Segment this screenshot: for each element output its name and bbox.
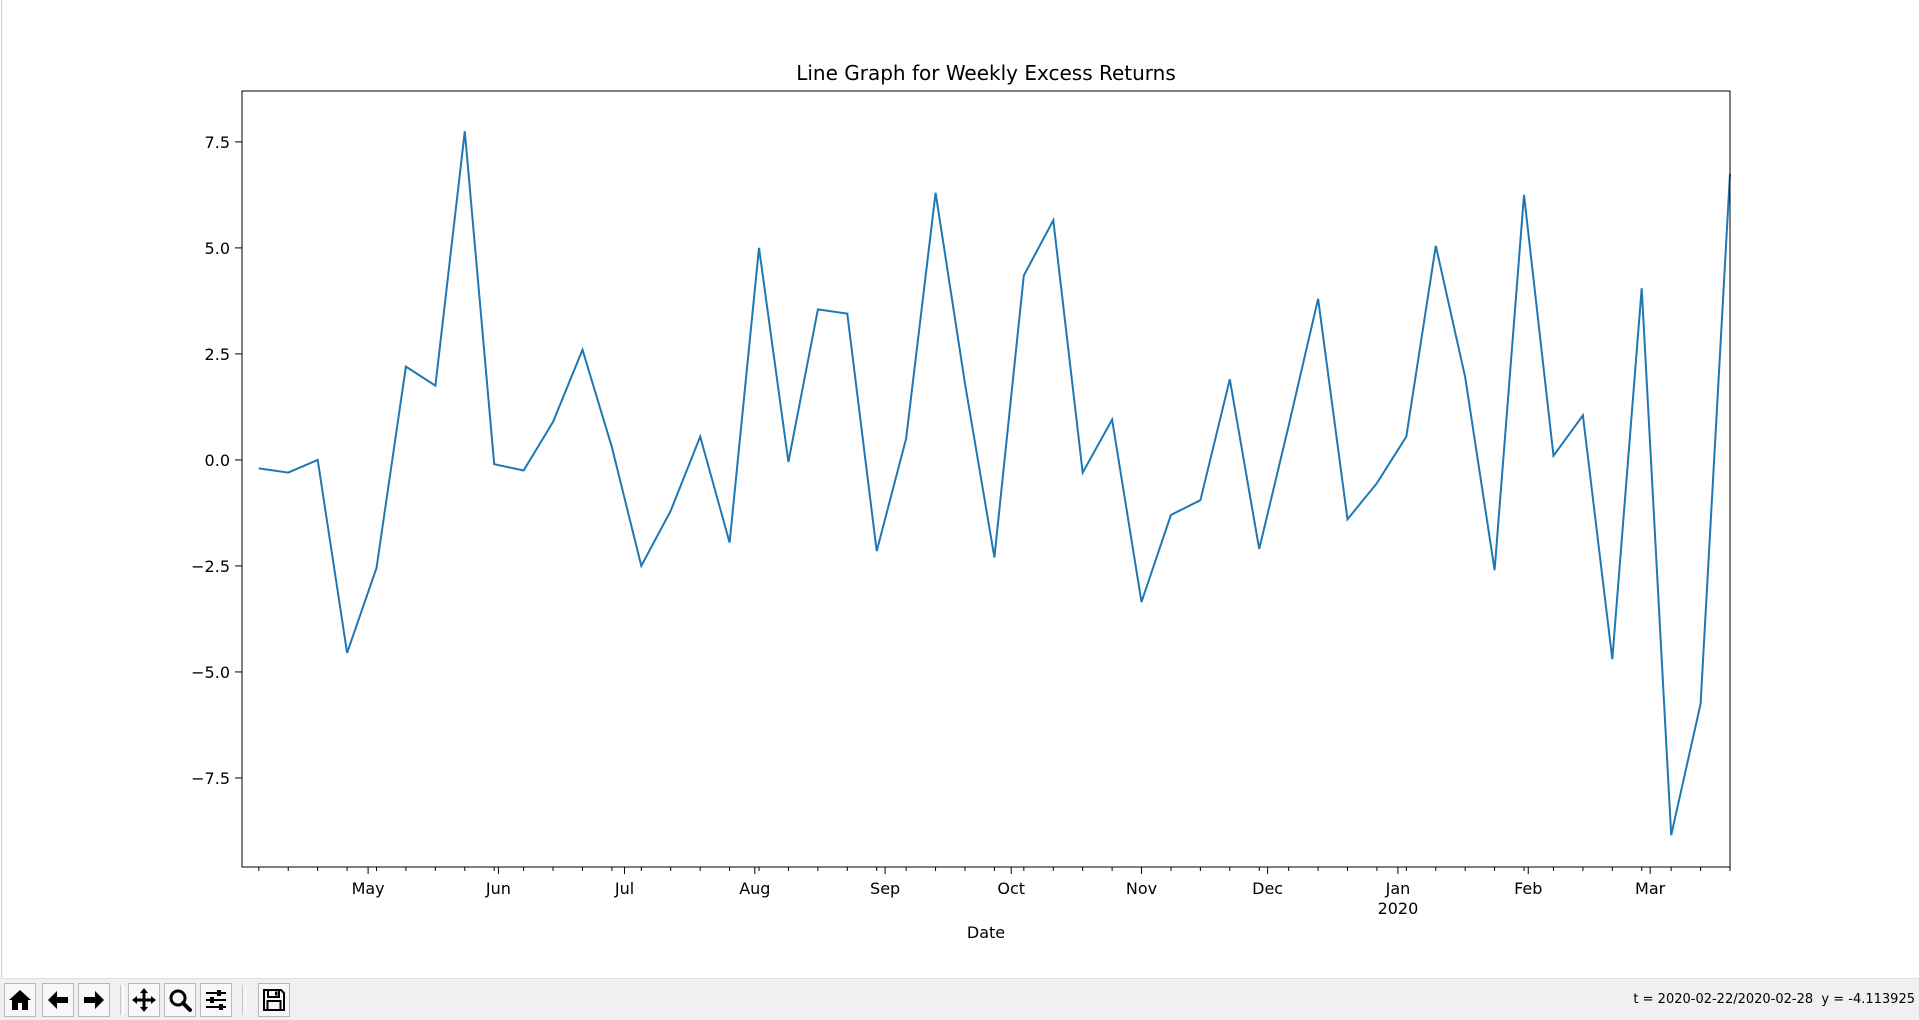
- figure-canvas[interactable]: Line Graph for Weekly Excess Returns −7.5…: [1, 0, 1919, 978]
- data-point: [698, 434, 703, 439]
- forward-button[interactable]: [78, 983, 110, 1017]
- y-tick-label: −2.5: [191, 557, 230, 576]
- data-point: [786, 460, 791, 465]
- y-tick-label: 5.0: [205, 239, 230, 258]
- home-icon: [9, 990, 31, 1010]
- data-point: [1139, 599, 1144, 604]
- x-tick-label: Nov: [1126, 879, 1157, 898]
- save-button[interactable]: [258, 983, 290, 1017]
- chart-svg[interactable]: Line Graph for Weekly Excess Returns −7.5…: [2, 0, 1919, 978]
- data-point: [1168, 513, 1173, 518]
- configure-subplots-button[interactable]: [200, 983, 232, 1017]
- x-tick-label: Feb: [1514, 879, 1542, 898]
- y-tick-label: −7.5: [191, 769, 230, 788]
- data-point: [1110, 417, 1115, 422]
- x-tick-label: Jun: [485, 879, 511, 898]
- x-tick-label: May: [352, 879, 385, 898]
- data-point: [992, 555, 997, 560]
- x-tick-label: Sep: [870, 879, 900, 898]
- floppy-disk-icon: [263, 989, 285, 1011]
- toolbar-separator: [120, 985, 124, 1015]
- y-tick-label: −5.0: [191, 663, 230, 682]
- data-point: [1345, 517, 1350, 522]
- data-point: [1080, 470, 1085, 475]
- data-point: [433, 383, 438, 388]
- series-line: [258, 131, 1731, 836]
- data-point: [1374, 481, 1379, 486]
- navigation-toolbar: t = 2020-02-22/2020-02-28 y = -4.113925: [0, 978, 1919, 1020]
- sliders-icon: [206, 990, 226, 1010]
- data-point: [521, 468, 526, 473]
- toolbar-separator: [242, 985, 246, 1015]
- magnifier-icon: [169, 989, 192, 1012]
- data-point: [1227, 377, 1232, 382]
- data-point: [580, 347, 585, 352]
- data-point: [1433, 243, 1438, 248]
- data-point: [1551, 453, 1556, 458]
- data-point: [1669, 833, 1674, 838]
- data-point: [874, 549, 879, 554]
- y-tick-label: 2.5: [205, 345, 230, 364]
- data-point: [933, 190, 938, 195]
- data-point: [1580, 413, 1585, 418]
- x-tick-label: Aug: [739, 879, 770, 898]
- x-tick-label: Jan: [1385, 879, 1411, 898]
- y-tick-label: 0.0: [205, 451, 230, 470]
- arrow-left-icon: [48, 991, 68, 1009]
- x-axis-label: Date: [967, 923, 1005, 942]
- data-point: [1286, 423, 1291, 428]
- data-point: [315, 457, 320, 462]
- data-point: [1404, 434, 1409, 439]
- data-point: [727, 540, 732, 545]
- pan-button[interactable]: [128, 983, 160, 1017]
- data-point: [1316, 296, 1321, 301]
- x-tick-label: Oct: [997, 879, 1025, 898]
- data-point: [1198, 498, 1203, 503]
- y-tick-label: 7.5: [205, 133, 230, 152]
- data-point: [1463, 375, 1468, 380]
- zoom-button[interactable]: [164, 983, 196, 1017]
- data-point: [904, 436, 909, 441]
- data-point: [551, 419, 556, 424]
- x-year-label: 2020: [1378, 899, 1419, 918]
- data-point: [374, 566, 379, 571]
- data-point: [256, 466, 261, 471]
- x-tick-label: Mar: [1635, 879, 1666, 898]
- coordinate-readout: t = 2020-02-22/2020-02-28 y = -4.113925: [1633, 992, 1915, 1007]
- home-button[interactable]: [4, 983, 36, 1017]
- data-point: [345, 650, 350, 655]
- data-point: [668, 508, 673, 513]
- data-point: [403, 364, 408, 369]
- data-point: [1257, 546, 1262, 551]
- data-point: [1021, 273, 1026, 278]
- data-point: [1522, 192, 1527, 197]
- data-point: [1051, 218, 1056, 223]
- data-point: [757, 245, 762, 250]
- move-icon: [132, 988, 156, 1012]
- x-tick-label: Dec: [1252, 879, 1283, 898]
- arrow-right-icon: [84, 991, 104, 1009]
- data-point: [609, 445, 614, 450]
- data-point: [1698, 701, 1703, 706]
- data-point: [286, 470, 291, 475]
- chart-title: Line Graph for Weekly Excess Returns: [796, 61, 1176, 85]
- data-point: [1639, 286, 1644, 291]
- x-tick-label: Jul: [614, 879, 634, 898]
- data-point: [1492, 568, 1497, 573]
- data-point: [845, 311, 850, 316]
- axes-frame: [241, 90, 1731, 868]
- data-point: [492, 462, 497, 467]
- back-button[interactable]: [42, 983, 74, 1017]
- data-point: [962, 381, 967, 386]
- data-point: [639, 563, 644, 568]
- data-point: [462, 129, 467, 134]
- data-point: [1610, 657, 1615, 662]
- data-point: [815, 307, 820, 312]
